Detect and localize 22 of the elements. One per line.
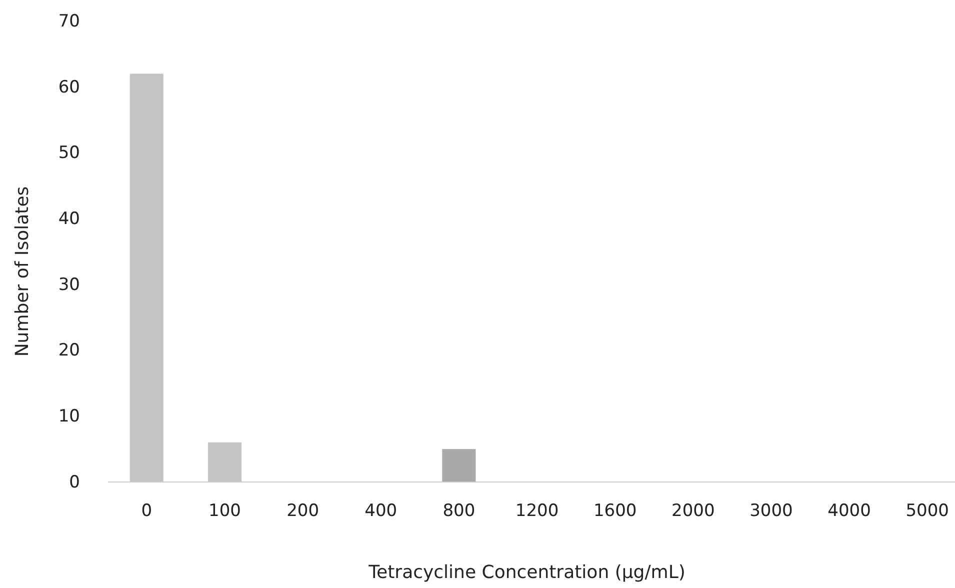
y-axis-title: Number of Isolates xyxy=(12,186,33,357)
x-tick-label: 5000 xyxy=(906,501,949,522)
x-axis-title: Tetracycline Concentration (μg/mL) xyxy=(368,562,686,583)
x-tick-label: 0 xyxy=(141,501,152,522)
x-tick-label: 4000 xyxy=(828,501,871,522)
x-tick-label: 200 xyxy=(286,501,320,522)
x-tick-label: 3000 xyxy=(750,501,793,522)
x-tick-label: 1200 xyxy=(515,501,559,522)
y-tick-label: 20 xyxy=(58,340,80,361)
y-tick-label: 50 xyxy=(58,143,80,164)
y-tick-label: 10 xyxy=(58,406,80,427)
y-tick-label: 40 xyxy=(58,209,80,230)
y-tick-label: 70 xyxy=(58,11,80,32)
y-tick-label: 30 xyxy=(58,274,80,295)
y-tick-label: 0 xyxy=(69,472,80,492)
x-tick-label: 800 xyxy=(442,501,476,522)
y-tick-label: 60 xyxy=(58,77,80,98)
x-tick-label: 1600 xyxy=(593,501,637,522)
x-tick-label: 100 xyxy=(208,501,241,522)
x-tick-label: 2000 xyxy=(672,501,715,522)
x-tick-label: 400 xyxy=(364,501,398,522)
bar xyxy=(442,449,476,482)
